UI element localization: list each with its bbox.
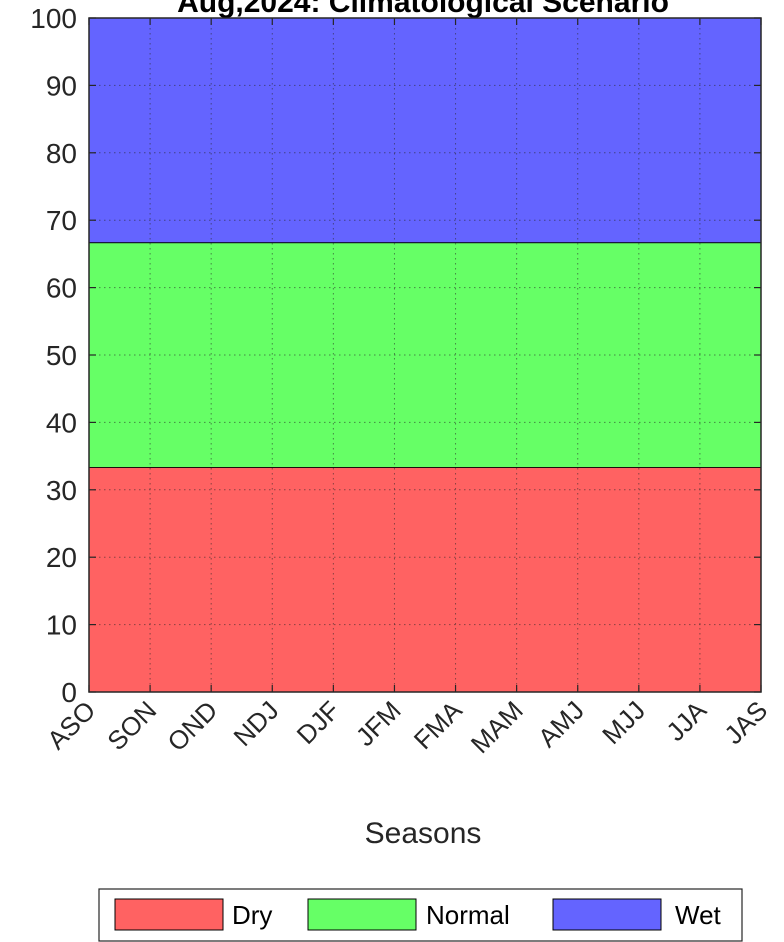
x-tick-label: FMA <box>408 695 468 755</box>
legend-label-normal: Normal <box>426 900 510 930</box>
y-tick-label: 0 <box>61 677 77 708</box>
y-tick-label: 70 <box>46 205 77 236</box>
legend: Dry Normal Wet <box>98 888 743 942</box>
y-tick-label: 10 <box>46 610 77 641</box>
y-tick-label: 90 <box>46 70 77 101</box>
x-tick-label: OND <box>161 695 223 757</box>
x-tick-label: JJA <box>660 695 712 747</box>
x-tick-label: AMJ <box>532 695 590 753</box>
legend-swatch-normal <box>307 898 417 931</box>
y-tick-label: 80 <box>46 138 77 169</box>
area-series-dry <box>88 466 762 693</box>
stacked-areas <box>88 17 762 693</box>
legend-label-dry: Dry <box>232 900 272 930</box>
x-tick-label: DJF <box>291 695 346 750</box>
x-tick-label: NDJ <box>228 695 285 752</box>
area-series-wet <box>88 17 762 244</box>
legend-swatch-dry <box>114 898 224 931</box>
y-tick-label: 30 <box>46 475 77 506</box>
x-tick-label: JAS <box>718 695 773 750</box>
x-tick-label: MJJ <box>596 695 651 750</box>
x-tick-label: MAM <box>465 695 529 759</box>
x-tick-label: SON <box>101 695 162 756</box>
x-tick-label: JFM <box>350 695 407 752</box>
legend-label-wet: Wet <box>675 900 722 930</box>
y-tick-label: 20 <box>46 542 77 573</box>
y-axis-ticks: 0 10 20 30 40 50 60 70 80 90 100 <box>30 3 761 708</box>
x-axis-label: Seasons <box>365 817 482 850</box>
y-tick-label: 50 <box>46 340 77 371</box>
grid-lines <box>89 18 761 692</box>
x-tick-label: ASO <box>41 695 101 755</box>
y-tick-label: 100 <box>30 3 77 34</box>
chart-title: Aug,2024: Climatological Scenario <box>177 0 669 19</box>
y-tick-label: 40 <box>46 407 77 438</box>
y-tick-label: 60 <box>46 273 77 304</box>
legend-swatch-wet <box>552 898 662 931</box>
